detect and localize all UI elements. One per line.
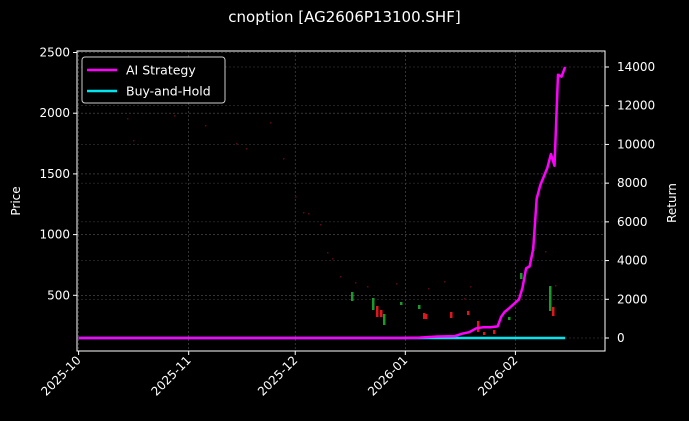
candle (520, 273, 523, 279)
candle (549, 286, 552, 311)
legend: AI Strategy Buy-and-Hold (81, 56, 226, 104)
y-left-tick-label: 1500 (39, 167, 70, 181)
y-left-label: Price (9, 186, 23, 215)
x-tick-label: 2026-02 (475, 353, 520, 398)
legend-box (81, 56, 226, 104)
y-right-tick-label: 14000 (617, 60, 655, 74)
y-right-label: Return (665, 183, 679, 223)
y-left-tick-label: 2000 (39, 106, 70, 120)
candle (508, 317, 511, 320)
chart-title: cnoption [AG2606P13100.SHF] (228, 8, 461, 26)
legend-label: AI Strategy (126, 63, 196, 78)
legend-label: Buy-and-Hold (126, 84, 211, 99)
x-tick-label: 2025-11 (148, 353, 193, 398)
x-tick-label: 2025-12 (255, 353, 300, 398)
candle (477, 321, 480, 332)
candle (493, 330, 496, 334)
plot-frame (76, 50, 606, 352)
candle (400, 302, 403, 305)
ai-strategy-line (78, 66, 567, 340)
candle (376, 306, 379, 317)
y-right-tick-label: 4000 (617, 254, 648, 268)
x-tick-label: 2025-10 (38, 353, 83, 398)
x-tick-label: 2026-01 (365, 353, 410, 398)
y-right-tick-label: 0 (617, 331, 625, 345)
candle (380, 310, 383, 317)
candle (425, 314, 428, 319)
y-right-tick-label: 6000 (617, 215, 648, 229)
y-left-tick-label: 1000 (39, 228, 70, 242)
candle (423, 313, 426, 319)
candle (372, 298, 375, 310)
candle (450, 312, 453, 318)
series-lines (78, 66, 567, 340)
candle (467, 311, 470, 315)
candle (418, 305, 421, 309)
candle (483, 332, 486, 335)
y-left-tick-label: 2500 (39, 46, 70, 60)
y-right-tick-label: 10000 (617, 137, 655, 151)
y-right-tick-label: 12000 (617, 99, 655, 113)
candle (552, 307, 555, 316)
candle (351, 292, 354, 301)
y-left-tick-label: 500 (47, 288, 70, 302)
candle (383, 314, 386, 325)
y-right-tick-label: 2000 (617, 292, 648, 306)
candlesticks (127, 115, 557, 335)
y-right-tick-label: 8000 (617, 176, 648, 190)
